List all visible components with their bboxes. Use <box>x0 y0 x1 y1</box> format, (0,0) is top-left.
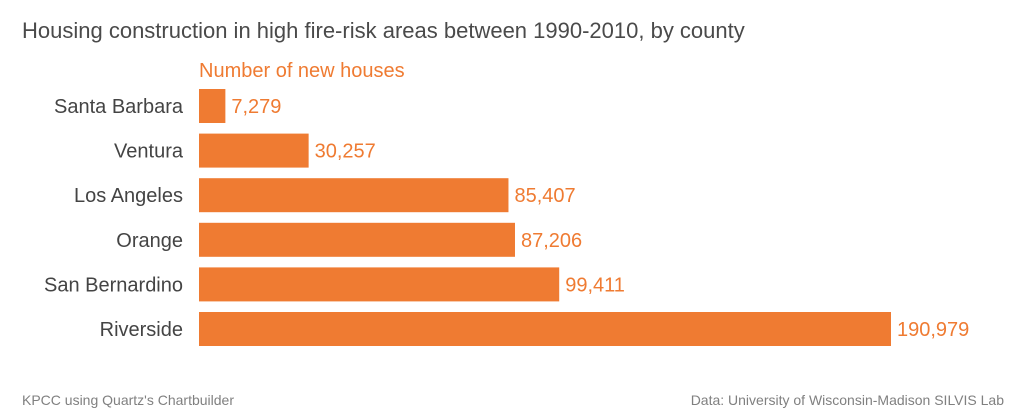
value-label: 99,411 <box>565 274 625 296</box>
bar-los-angeles <box>199 178 509 213</box>
bar-chart: Santa Barbara 7,279 Ventura 30,257 Los Angel… <box>44 89 969 346</box>
bar-riverside <box>199 312 891 346</box>
category-label: San Bernardino <box>44 274 183 296</box>
chart-credit: KPCC using Quartz's Chartbuilder <box>22 392 234 408</box>
value-label: 7,279 <box>231 96 281 118</box>
value-label: 85,407 <box>514 185 575 207</box>
category-label: Santa Barbara <box>54 96 184 118</box>
category-label: Ventura <box>114 141 184 163</box>
bar-ventura <box>199 133 309 168</box>
category-label: Orange <box>116 230 183 252</box>
data-source: Data: University of Wisconsin-Madison SI… <box>690 392 1004 408</box>
series-label: Number of new houses <box>199 60 405 82</box>
category-label: Los Angeles <box>74 185 183 207</box>
chart-title: Housing construction in high fire-risk a… <box>22 18 745 43</box>
category-label: Riverside <box>100 319 183 341</box>
bar-santa-barbara <box>199 89 226 123</box>
value-label: 30,257 <box>315 141 376 163</box>
value-label: 190,979 <box>897 319 969 341</box>
value-label: 87,206 <box>521 230 582 252</box>
bar-orange <box>199 222 515 257</box>
bar-san-bernardino <box>199 267 560 302</box>
